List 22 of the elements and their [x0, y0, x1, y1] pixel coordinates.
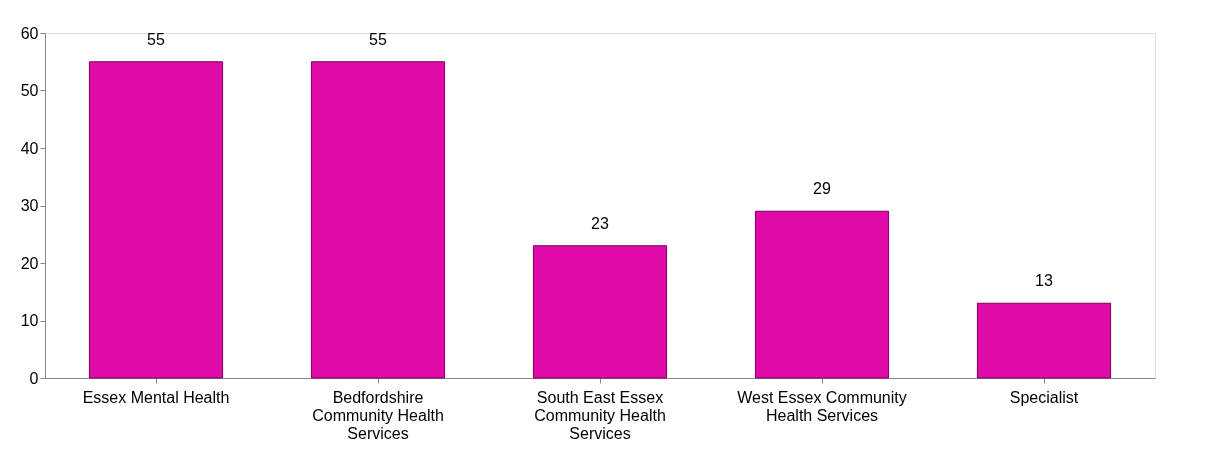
x-tick-label: West Essex Community Health Services: [737, 388, 907, 424]
x-tick-label: South East Essex Community Health Services: [534, 388, 666, 442]
data-label: 29: [813, 180, 831, 198]
data-label: 23: [591, 214, 609, 232]
y-tick-label: 40: [20, 139, 39, 157]
y-tick-label: 0: [29, 369, 39, 387]
x-tick-label: Essex Mental Health: [82, 388, 230, 406]
bar: [310, 61, 446, 379]
y-tick-label: 60: [20, 24, 39, 42]
bar: [532, 245, 668, 379]
bar: [88, 61, 224, 379]
y-tick-label: 30: [20, 197, 39, 214]
bar: [976, 302, 1112, 379]
y-tick-label: 50: [20, 82, 39, 99]
data-label: 55: [369, 30, 387, 48]
data-label: 13: [1035, 272, 1053, 290]
y-tick-label: 20: [20, 254, 39, 272]
x-tick-label: Bedfordshire Community Health Services: [312, 388, 444, 442]
y-tick-label: 10: [20, 312, 39, 329]
x-tick-label: Specialist: [1009, 388, 1079, 406]
bar: [754, 210, 890, 379]
data-label: 55: [147, 30, 165, 48]
